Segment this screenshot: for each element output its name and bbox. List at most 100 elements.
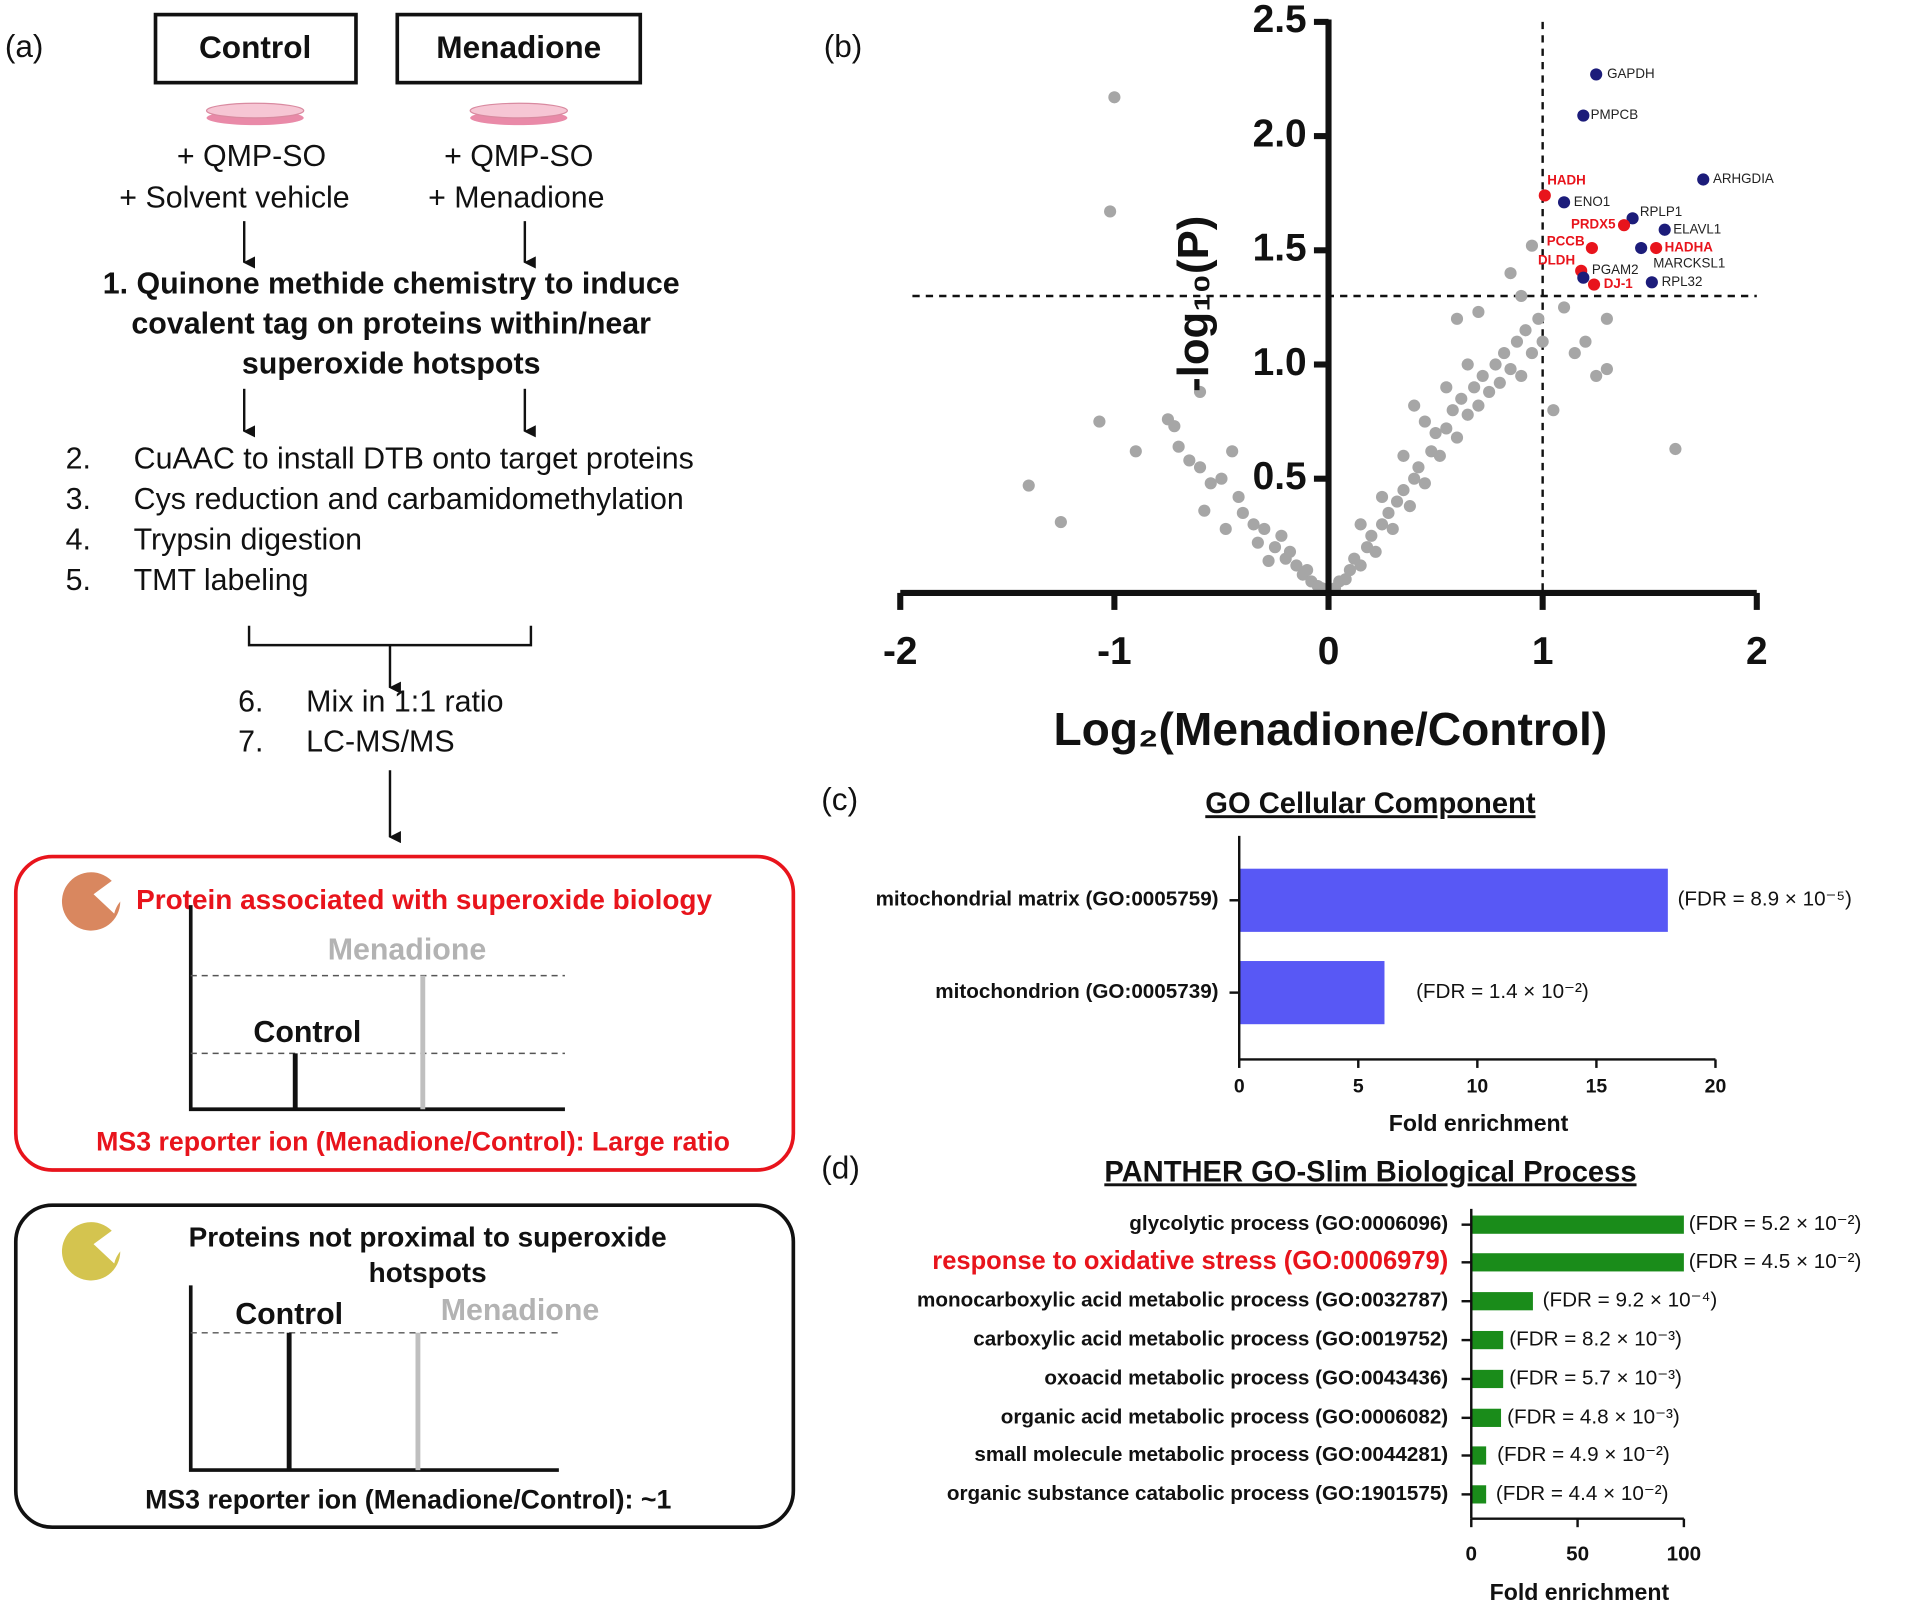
point-label: HADHA xyxy=(1665,240,1714,255)
highlight-point xyxy=(1587,278,1601,291)
result-box xyxy=(13,1203,796,1530)
x-tick-label: 10 xyxy=(1467,1076,1489,1098)
x-tick-label: 0 xyxy=(1234,1076,1245,1098)
point xyxy=(1515,369,1528,382)
category-label: monocarboxylic acid metabolic process (G… xyxy=(917,1289,1448,1312)
point xyxy=(1440,422,1453,435)
y-tick-label: 1.0 xyxy=(1253,341,1307,384)
point xyxy=(1547,404,1560,417)
step-1: covalent tag on proteins within/near xyxy=(131,308,651,341)
step-text: Cys reduction and carbamidomethylation xyxy=(134,483,684,516)
box-title: hotspots xyxy=(369,1257,487,1288)
panel-label: (d) xyxy=(821,1149,860,1185)
point xyxy=(1262,554,1275,568)
point xyxy=(1472,399,1485,412)
steps: 2. CuAAC to install DTB onto target prote… xyxy=(66,442,694,758)
point xyxy=(1532,312,1545,325)
panel-a: (a) Control Menadione + QMP-SO + Solvent… xyxy=(5,12,796,1530)
x-tick-label: -1 xyxy=(1097,630,1132,673)
point xyxy=(1390,495,1404,508)
category-label: organic acid metabolic process (GO:00060… xyxy=(1001,1405,1448,1428)
point xyxy=(1129,445,1142,458)
point-label: PCCB xyxy=(1547,233,1585,248)
highlight-point xyxy=(1697,173,1710,186)
bar xyxy=(1471,1369,1504,1389)
point xyxy=(1172,440,1185,453)
bar xyxy=(1471,1292,1533,1311)
step-1: superoxide hotspots xyxy=(242,348,541,381)
treatment: + QMP-SO xyxy=(444,140,593,173)
x-tick-label: -2 xyxy=(883,630,918,673)
point xyxy=(1600,362,1613,376)
point xyxy=(1193,461,1207,474)
step-number: 7. xyxy=(238,726,263,759)
highlight-point xyxy=(1617,219,1631,232)
step-text: Trypsin digestion xyxy=(134,523,362,556)
category-label: response to oxidative stress (GO:0006979… xyxy=(932,1247,1448,1275)
point xyxy=(1375,490,1389,504)
annotation: (FDR = 4.8 × 10⁻³) xyxy=(1507,1405,1680,1428)
point xyxy=(1397,449,1410,462)
step-text: Mix in 1:1 ratio xyxy=(306,685,503,718)
point xyxy=(1108,91,1121,104)
annotation: (FDR = 5.7 × 10⁻³) xyxy=(1509,1366,1682,1389)
step-number: 5. xyxy=(66,564,91,597)
chart-title: PANTHER GO-Slim Biological Process xyxy=(1104,1156,1636,1188)
point xyxy=(1510,335,1524,348)
point xyxy=(1301,563,1314,577)
point-label: GAPDH xyxy=(1607,66,1655,81)
point xyxy=(1557,301,1571,314)
petri-dish xyxy=(205,102,568,126)
bar xyxy=(1239,868,1668,932)
step-number: 6. xyxy=(238,685,263,718)
point xyxy=(1489,358,1502,371)
bar xyxy=(1471,1215,1684,1234)
point xyxy=(1193,385,1207,398)
treatment: + Solvent vehicle xyxy=(119,181,349,214)
chart-title: GO Cellular Component xyxy=(1205,788,1536,820)
point xyxy=(1232,490,1245,504)
annotation: (FDR = 5.2 × 10⁻²) xyxy=(1689,1212,1862,1235)
point xyxy=(1198,504,1211,517)
highlight-point xyxy=(1590,68,1603,81)
schematic-label: Control xyxy=(253,1016,361,1049)
x-tick-label: 15 xyxy=(1586,1076,1608,1098)
point-label: RPL32 xyxy=(1662,274,1703,289)
box-title: Protein associated with superoxide biolo… xyxy=(136,884,712,915)
point xyxy=(1104,205,1117,218)
category-label: oxoacid metabolic process (GO:0043436) xyxy=(1044,1366,1448,1389)
x-axis-label: Log₂(Menadione/Control) xyxy=(1053,703,1607,755)
point xyxy=(1397,484,1410,497)
x-axis-label: Fold enrichment xyxy=(1389,1110,1569,1136)
point xyxy=(1408,399,1421,412)
panel-label: (b) xyxy=(824,28,863,64)
x-tick-label: 0 xyxy=(1466,1543,1477,1566)
bar xyxy=(1239,961,1385,1025)
highlight-point xyxy=(1658,223,1671,236)
point xyxy=(1403,500,1416,513)
point xyxy=(1412,461,1425,474)
point xyxy=(1498,347,1511,360)
group-label: Control xyxy=(199,29,311,65)
point-label: ELAVL1 xyxy=(1673,221,1721,236)
point xyxy=(1258,522,1271,536)
point xyxy=(1290,559,1303,572)
step-text: LC-MS/MS xyxy=(306,726,454,759)
point-label: ENO1 xyxy=(1574,194,1610,209)
point xyxy=(1536,335,1549,348)
highlight-point xyxy=(1538,189,1551,202)
box-caption: MS3 reporter ion (Menadione/Control): La… xyxy=(96,1126,730,1156)
point xyxy=(1168,420,1181,433)
step-number: 2. xyxy=(66,442,91,475)
category-label: glycolytic process (GO:0006096) xyxy=(1129,1212,1448,1235)
point xyxy=(1418,477,1431,490)
x-tick-label: 5 xyxy=(1353,1076,1364,1098)
point xyxy=(1429,426,1442,440)
protein-icon xyxy=(61,872,121,931)
bar xyxy=(1471,1408,1502,1427)
step-text: CuAAC to install DTB onto target protein… xyxy=(134,442,694,475)
point xyxy=(1440,381,1453,394)
x-tick-label: 100 xyxy=(1667,1543,1701,1566)
point-label: PGAM2 xyxy=(1592,262,1639,277)
